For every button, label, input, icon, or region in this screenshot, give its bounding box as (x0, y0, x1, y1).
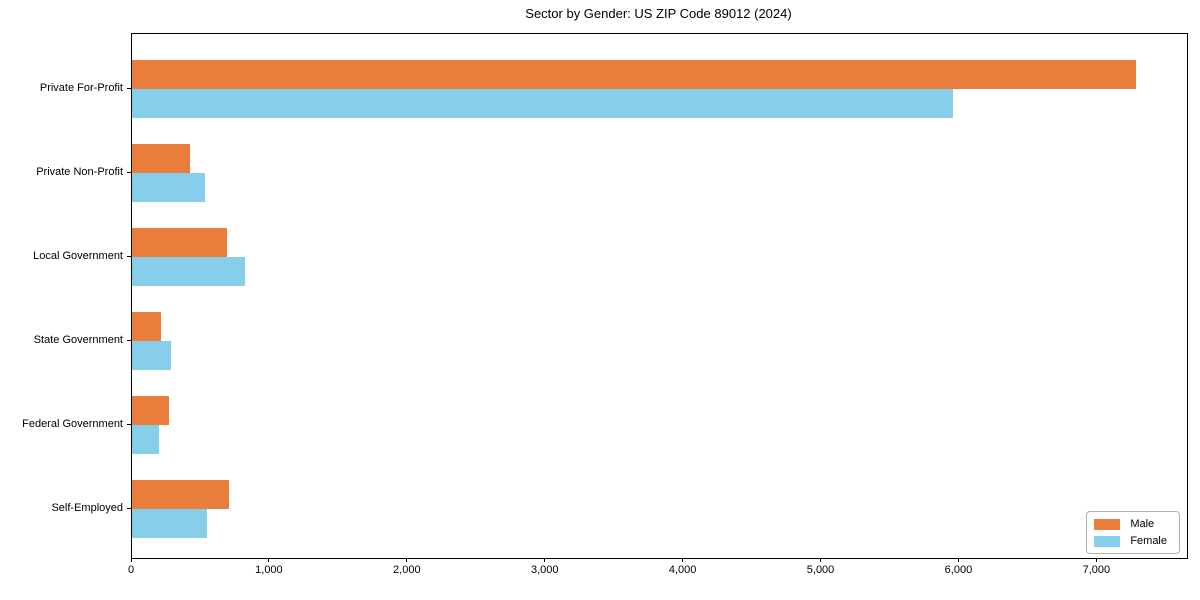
bar-female-2 (132, 173, 206, 202)
x-tick-label: 1,000 (255, 564, 283, 576)
y-tick-label: Private Non-Profit (36, 166, 123, 178)
bar-female-3 (132, 257, 246, 286)
y-tick-mark (127, 424, 131, 425)
x-tick-label: 2,000 (393, 564, 421, 576)
bar-female-1 (132, 89, 953, 118)
y-tick-label: State Government (33, 334, 123, 346)
y-tick-label: Federal Government (22, 418, 123, 430)
legend-swatch-female (1094, 535, 1121, 547)
x-tick-mark (682, 558, 684, 562)
x-tick-mark (406, 558, 408, 562)
legend-swatch-male (1094, 518, 1121, 530)
x-tick-label: 3,000 (530, 564, 559, 576)
y-tick-label: Local Government (33, 250, 123, 262)
x-tick-mark (957, 558, 959, 562)
x-tick-mark (820, 558, 822, 562)
legend-item-female: Female (1094, 535, 1167, 547)
y-tick-mark (127, 172, 131, 173)
x-tick-label: 7,000 (1082, 564, 1111, 576)
legend-item-male: Male (1094, 518, 1167, 530)
y-tick-mark (127, 88, 131, 89)
legend-label: Male (1130, 518, 1155, 530)
bar-female-6 (132, 509, 208, 538)
bar-male-1 (132, 60, 1136, 89)
x-tick-mark (130, 558, 132, 562)
x-tick-label: 4,000 (668, 564, 697, 576)
legend-label: Female (1130, 535, 1167, 547)
y-tick-mark (127, 340, 131, 341)
bar-female-5 (132, 425, 159, 454)
x-tick-label: 6,000 (944, 564, 973, 576)
plot-area (131, 33, 1188, 559)
bar-male-2 (132, 144, 190, 173)
x-tick-mark (1095, 558, 1097, 562)
bar-female-4 (132, 341, 171, 370)
bar-male-3 (132, 228, 228, 257)
legend: Male Female (1086, 511, 1180, 554)
chart-title: Sector by Gender: US ZIP Code 89012 (202… (525, 6, 792, 21)
x-tick-mark (268, 558, 270, 562)
y-tick-label: Private For-Profit (39, 82, 123, 94)
bar-male-4 (132, 312, 161, 341)
y-tick-mark (127, 508, 131, 509)
bar-male-5 (132, 396, 170, 425)
x-tick-label: 5,000 (806, 564, 835, 576)
y-tick-mark (127, 256, 131, 257)
x-tick-label: 0 (127, 564, 135, 576)
bar-male-6 (132, 480, 229, 509)
y-tick-label: Self-Employed (51, 502, 123, 514)
x-tick-mark (544, 558, 546, 562)
